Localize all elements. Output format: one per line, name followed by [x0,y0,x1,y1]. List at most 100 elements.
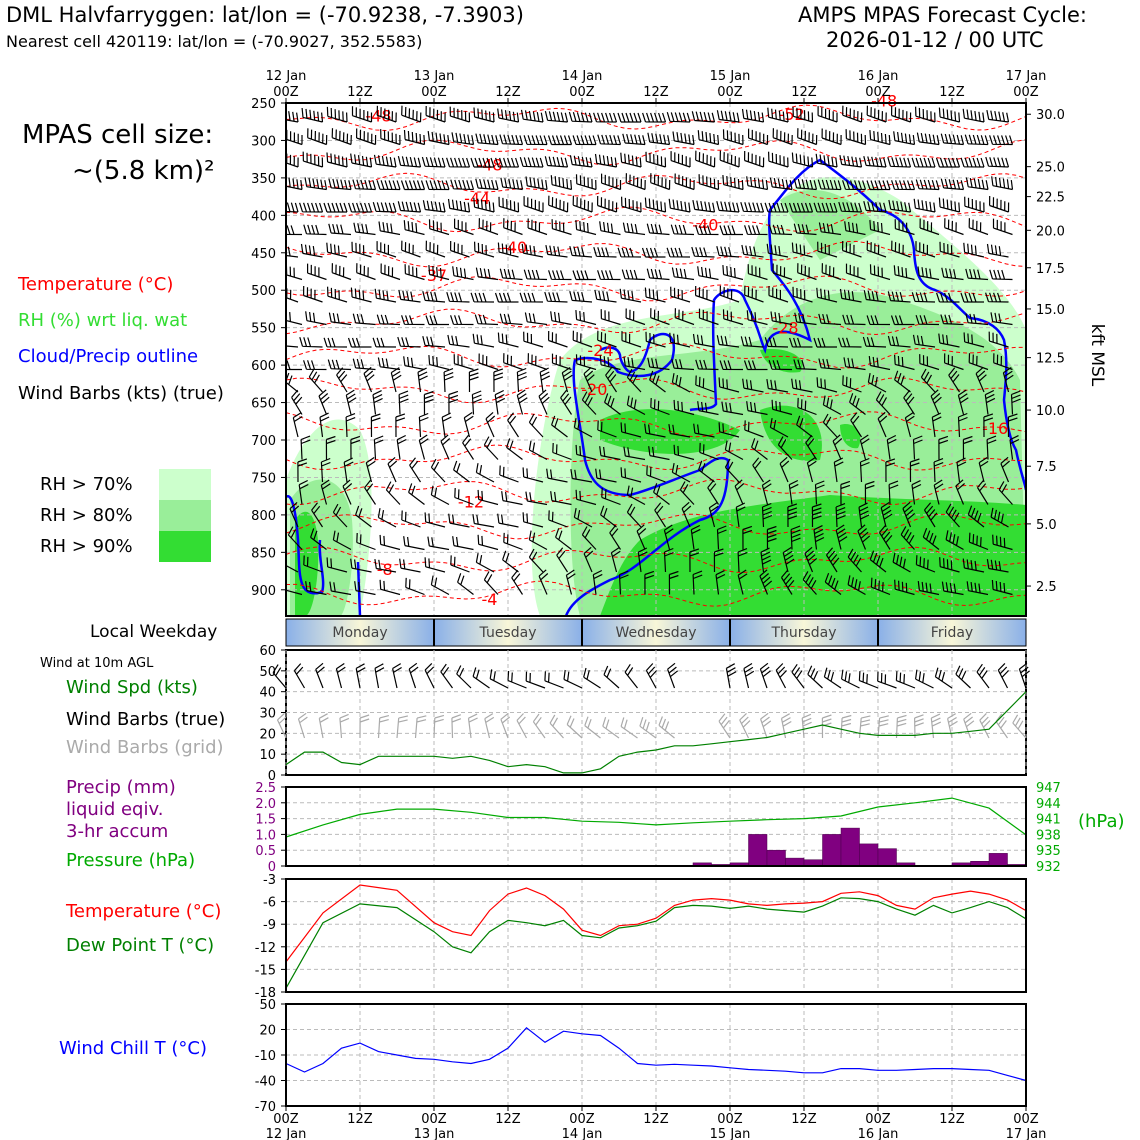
wind-barb [475,552,495,573]
wind-barb [303,224,327,236]
wind-barb [863,290,887,303]
wind-barb [838,337,862,348]
wind-barb [891,180,916,191]
wind-barb [403,220,425,236]
wind-barb [802,571,817,595]
wind-barb [891,240,911,258]
panel-tick-label: -12 [255,941,276,956]
true-wind-barb [392,663,402,689]
true-wind-barb [791,663,805,689]
wind-barb [695,375,715,393]
wind-barb [817,179,842,191]
wind-barb [303,285,323,303]
true-wind-barb [525,671,546,689]
grid-wind-barb [584,716,601,739]
wind-barb [986,243,1009,258]
true-wind-barb [374,663,385,689]
wind-barb [911,480,922,505]
true-wind-barb [645,663,658,689]
kft-tick-label: 20.0 [1036,224,1065,239]
temperature-panel-frame [285,878,1027,993]
wind-barb [519,292,544,303]
wind-barb [422,200,446,213]
wind-barb [400,180,426,191]
wind-barb [967,505,985,528]
wind-barb [626,395,646,416]
wind-barb [788,202,814,213]
wind-barb [718,377,740,393]
wind-barb [859,457,870,483]
surface-wind-barbs [272,662,1030,739]
wind-barb [370,413,381,438]
wind-barb [575,489,597,506]
true-wind-barb [355,663,366,689]
temperature-contour-label: -52 [779,105,805,124]
wind-barb [326,557,348,573]
wind-barb [299,337,323,348]
wind-barb [363,366,375,393]
wind-barb [326,106,348,123]
wind-barb [845,129,867,146]
wind-barb [397,201,422,213]
wind-barb [768,360,793,371]
wind-barb [468,368,479,393]
wind-barb [452,536,474,551]
wind-barb [380,263,401,281]
pressure-tick-label: 650 [251,397,276,412]
temperature-contour-label: -40 [692,215,718,234]
pressure-line [285,797,1027,838]
wind-barb [503,218,523,236]
wind-barb [721,401,744,416]
wind-barb [993,353,1013,371]
wind-barb [475,178,499,191]
wind-barb [501,491,523,506]
wind-barb [286,555,299,573]
wind-barb [735,502,746,528]
wind-barb [990,507,1009,528]
wind-barb [915,106,936,123]
wind-barb [825,547,840,573]
weekday-segment [434,619,582,646]
wind-barb [623,356,646,371]
grid-wind-barb [516,713,528,739]
wind-barb [520,109,544,123]
time-tick-label: 12Z [347,85,373,100]
wind-barb [352,313,376,326]
wind-barb [573,507,593,528]
wind-barb [645,331,666,348]
wind-barb [299,202,324,213]
wind-barb [462,434,475,460]
wind-barb [740,336,764,348]
wind-barb [286,343,299,348]
wind-barb [804,546,818,573]
bottom-time-label: 12Z [643,1112,669,1127]
wind-barb [352,358,376,371]
wind-barb [499,268,523,281]
time-tick-label: 00Z [717,85,743,100]
wind-barb [744,420,764,438]
wind-barb [323,202,348,213]
true-wind-barb [408,662,419,689]
wind-barb [824,572,842,595]
wind-barb [938,435,949,460]
wind-barb [697,130,720,146]
wind-barb [356,532,376,551]
wind-barb [888,480,899,505]
wind-barb [403,129,426,146]
wind-barb [601,173,622,191]
wind-barb [551,219,572,236]
wind-barb [565,569,576,595]
grid-wind-barb [718,713,731,739]
temperature-isotherm [286,411,1026,438]
time-tick-label: 00Z [421,85,447,100]
wind-barb [672,131,695,146]
wind-barb [673,399,695,416]
true-wind-barb [841,669,860,689]
wind-barb [523,196,544,213]
cross-section-axes: 250 300 350 400 450 500 550 600 650 700 750 800 850 9… [251,69,1065,599]
wind-barb [744,150,765,168]
windchill-panel-grid: 50 20 -10 -40 -70 [255,998,1027,1115]
wind-barb [746,401,768,416]
wind-barb [372,202,397,213]
weekday-label: Tuesday [479,625,537,641]
